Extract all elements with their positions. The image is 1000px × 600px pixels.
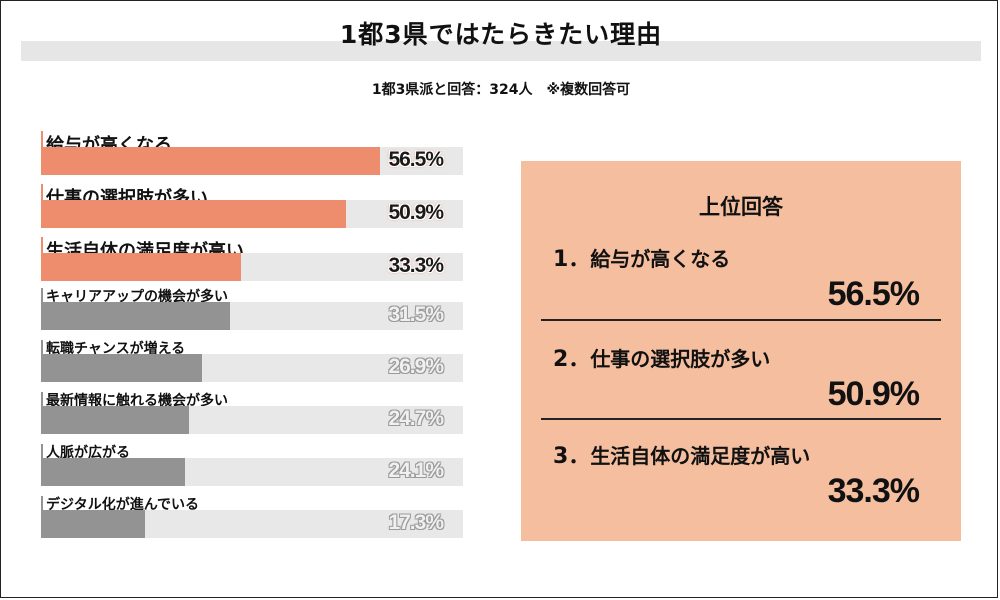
bar-row: 転職チャンスが増える 26.9% [41, 340, 463, 388]
bar-value-label: 33.3% [388, 254, 444, 277]
bar-accent [41, 237, 43, 259]
top-answer-value: 33.3% [827, 472, 920, 510]
bar-row: 最新情報に触れる機会が多い 24.7% [41, 392, 463, 440]
bar-accent [41, 131, 43, 153]
top-answer-label: 3．生活自体の満足度が高い [553, 438, 810, 470]
bar-value-label: 26.9% [388, 355, 444, 378]
bar [41, 354, 203, 382]
bar-row: 給与が高くなる 56.5% [41, 131, 463, 179]
bar [41, 253, 241, 281]
bar-value-label: 56.5% [388, 148, 444, 171]
bar-track: 26.9% [41, 354, 463, 382]
chart-subtitle: 1都3県派と回答：324人 ※複数回答可 [371, 82, 631, 98]
bar-row: 仕事の選択肢が多い 50.9% [41, 184, 463, 232]
bar-track: 33.3% [41, 253, 463, 281]
bar [41, 510, 145, 538]
bar-label: 人脈が広がる [46, 445, 130, 461]
bar-value-label: 24.7% [388, 407, 444, 430]
bar-track: 50.9% [41, 200, 463, 228]
bar-row: キャリアアップの機会が多い 31.5% [41, 288, 463, 336]
divider [541, 418, 941, 420]
bar-value-label: 31.5% [388, 303, 444, 326]
bar-track: 56.5% [41, 147, 463, 175]
bar-label: デジタル化が進んでいる [46, 497, 200, 513]
bar-accent [41, 340, 43, 358]
title-band [21, 41, 981, 61]
top-answer-label: 2．仕事の選択肢が多い [553, 341, 770, 373]
bar-label: 最新情報に触れる機会が多い [46, 393, 228, 409]
bar-value-label: 50.9% [388, 201, 444, 224]
bar [41, 302, 230, 330]
bar-row: 人脈が広がる 24.1% [41, 444, 463, 492]
bar-value-label: 24.1% [388, 459, 444, 482]
bar-accent [41, 444, 43, 462]
rank-text: 生活自体の満足度が高い [590, 444, 811, 468]
bar-label: キャリアアップの機会が多い [46, 289, 228, 305]
bar-accent [41, 496, 43, 514]
top-answer-value: 56.5% [827, 275, 920, 313]
rank-number: 3． [553, 444, 591, 469]
chart-title: 1都3県ではたらきたい理由 [339, 20, 663, 49]
top-answer-value: 50.9% [827, 375, 920, 413]
bar-row: 生活自体の満足度が高い 33.3% [41, 237, 463, 285]
bar-value-label: 17.3% [388, 511, 444, 534]
bar-track: 24.1% [41, 458, 463, 486]
bar [41, 147, 380, 175]
top-answer-label: 1．給与が高くなる [553, 241, 730, 273]
divider [541, 319, 941, 321]
rank-text: 給与が高くなる [590, 247, 731, 271]
bar [41, 406, 189, 434]
panel-title: 上位回答 [699, 195, 783, 219]
bar-label: 転職チャンスが増える [46, 341, 186, 357]
bar-track: 17.3% [41, 510, 463, 538]
bar-accent [41, 392, 43, 410]
bar-track: 24.7% [41, 406, 463, 434]
bar-row: デジタル化が進んでいる 17.3% [41, 496, 463, 544]
bar-accent [41, 184, 43, 206]
bar-track: 31.5% [41, 302, 463, 330]
bar-accent [41, 288, 43, 306]
bar [41, 200, 346, 228]
bar [41, 458, 186, 486]
rank-number: 1． [553, 247, 591, 272]
rank-text: 仕事の選択肢が多い [590, 347, 771, 371]
top-answers-panel: 上位回答 1．給与が高くなる 56.5% 2．仕事の選択肢が多い 50.9% 3… [521, 161, 961, 541]
rank-number: 2． [553, 347, 591, 372]
